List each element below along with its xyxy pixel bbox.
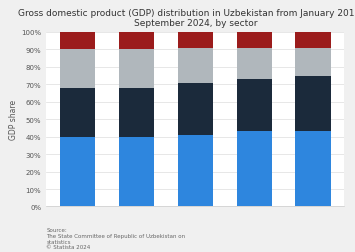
Bar xyxy=(295,132,331,207)
Bar xyxy=(60,137,95,207)
Bar xyxy=(60,50,95,88)
Bar xyxy=(178,48,213,83)
Bar xyxy=(178,135,213,207)
Bar xyxy=(178,83,213,135)
Bar xyxy=(295,33,331,48)
Bar xyxy=(119,88,154,137)
Bar xyxy=(60,88,95,137)
Bar xyxy=(236,33,272,48)
Text: Source:
The State Committee of Republic of Uzbekistan on
statistics
© Statista 2: Source: The State Committee of Republic … xyxy=(46,227,185,249)
Bar xyxy=(178,33,213,48)
Bar xyxy=(295,48,331,76)
Bar xyxy=(236,48,272,80)
Title: Gross domestic product (GDP) distribution in Uzbekistan from January 2018 to
Sep: Gross domestic product (GDP) distributio… xyxy=(18,9,355,28)
Bar xyxy=(60,33,95,50)
Bar xyxy=(119,137,154,207)
Bar xyxy=(119,50,154,88)
Y-axis label: GDP share: GDP share xyxy=(9,100,18,140)
Bar xyxy=(295,76,331,132)
Bar xyxy=(236,132,272,207)
Bar xyxy=(236,80,272,132)
Bar xyxy=(119,33,154,50)
